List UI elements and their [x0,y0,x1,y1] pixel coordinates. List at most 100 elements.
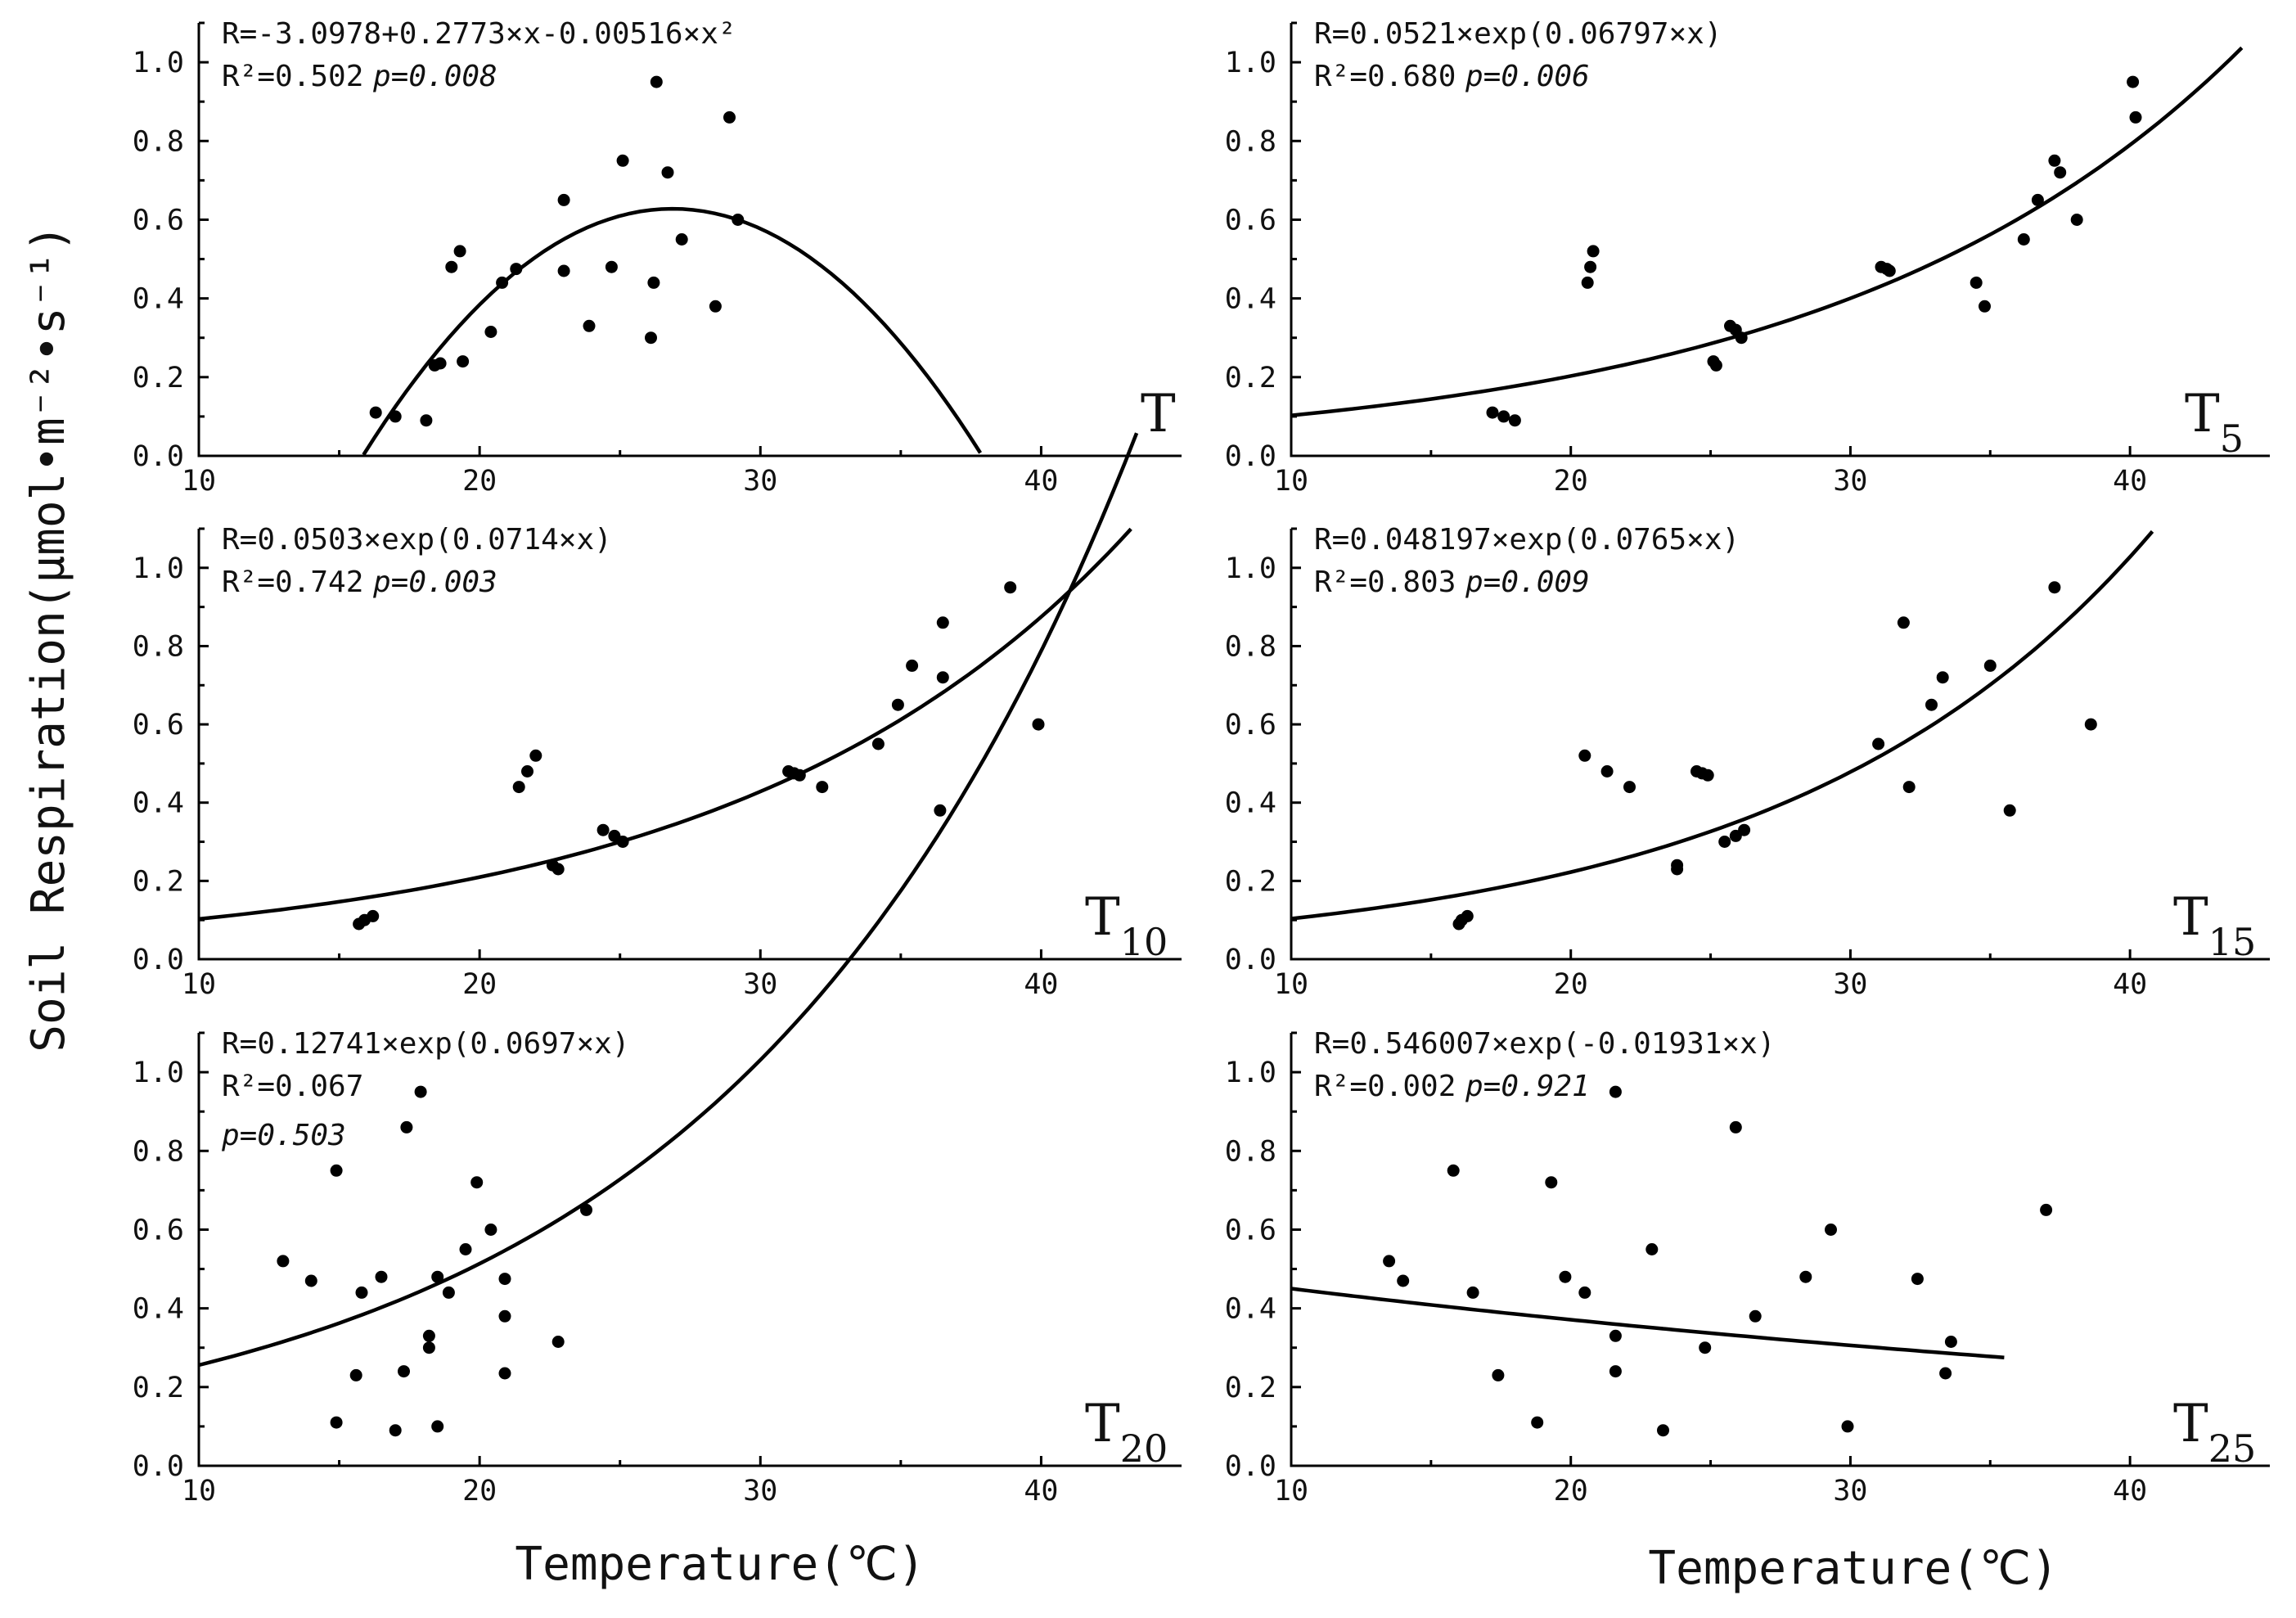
x-tick-label: 10 [1274,968,1308,1001]
data-point [647,276,660,289]
y-tick-label: 0.2 [133,865,184,898]
y-tick-label: 0.8 [133,125,184,158]
fit-curve [198,432,1139,1368]
p-value-label: p=0.921 [1465,1070,1590,1103]
data-point [1584,260,1597,273]
data-point [1735,331,1748,345]
x-tick-label: 10 [1274,465,1308,498]
data-point [1738,823,1751,836]
data-point [445,260,458,273]
panel-label-subscript: 5 [2220,417,2244,461]
x-tick-label: 20 [462,1475,497,1508]
data-point [1497,410,1510,423]
y-tick-label: 0.8 [1225,1135,1276,1168]
data-point [1825,1224,1837,1236]
data-point [597,823,610,836]
y-tick-label: 0.8 [1225,125,1276,158]
data-point [375,1270,388,1283]
data-point [442,1286,455,1299]
data-point [557,193,570,206]
data-point [1645,1243,1659,1255]
data-point [1578,749,1591,762]
panel-1: 10 20 30 40 0.0 0.2 0.4 0.6 0.8 1.0 R=-3.0978+0.27… [133,17,1182,498]
data-point [420,414,433,427]
equation-label: R=0.0521×exp(0.06797×x) [1314,17,1722,51]
data-point [2070,214,2083,226]
x-tick-label: 20 [462,465,497,498]
y-tick-label: 0.6 [1225,204,1276,237]
x-tick-label: 30 [1833,1475,1867,1508]
fit-curve [1290,1287,2005,1359]
data-point [2040,1203,2053,1216]
data-point [496,276,509,289]
panel-label: T10 [1085,887,1168,964]
data-point [422,1329,435,1342]
data-point [498,1309,511,1323]
data-point [551,863,565,876]
data-point [2129,110,2142,124]
data-point [484,1224,497,1236]
data-point [1911,1273,1924,1286]
r2-label: R²=0.742 [222,566,363,599]
x-tick-label: 30 [743,968,777,1001]
data-point [1939,1367,1952,1380]
y-tick-label: 0.6 [133,1214,184,1246]
x-tick-label: 40 [2113,465,2147,498]
data-point [793,768,806,782]
panel-2: 10 20 30 40 0.0 0.2 0.4 0.6 0.8 1.0 R=0.0521×exp(0… [1225,17,2270,498]
data-point [1508,414,1521,427]
data-point [1749,1309,1762,1323]
data-point [645,331,657,345]
y-tick-label: 0.0 [1225,440,1276,473]
x-tick-label: 40 [1024,465,1058,498]
data-point [583,319,596,332]
data-point [414,1085,427,1098]
data-point [936,616,949,629]
panel-label-subscript: 15 [2208,920,2257,964]
r2-label: R²=0.002 [1314,1070,1456,1103]
fit-curve [362,206,982,456]
data-point [1699,1341,1712,1354]
panel-label: T15 [2173,887,2256,964]
p-value-label: p=0.009 [1465,566,1590,599]
data-point [1397,1274,1410,1287]
data-point [1545,1176,1558,1189]
data-point [1492,1368,1505,1381]
panel-label: T [1141,384,1176,444]
data-point [616,154,629,167]
x-tick-label: 30 [1833,465,1867,498]
data-point [1701,768,1714,782]
data-point [1609,1329,1622,1342]
data-point [1897,616,1910,629]
data-point [367,909,380,922]
y-tick-label: 0.0 [133,440,184,473]
data-point [470,1176,484,1189]
data-point [1944,1336,1957,1348]
data-point [1486,406,1499,419]
data-point [1936,671,1949,684]
x-tick-label: 10 [1274,1475,1308,1508]
data-point [330,1164,343,1177]
data-point [936,671,949,684]
x-tick-label: 40 [1024,1475,1058,1508]
data-point [2084,718,2097,731]
equation-label: R=0.12741×exp(0.0697×x) [222,1027,630,1061]
data-point [2054,166,2067,179]
r2-label: R²=0.680 [1314,60,1456,93]
data-point [661,166,674,179]
data-point [1609,1365,1622,1378]
data-point [1383,1255,1396,1268]
fit-curve [198,527,1132,922]
data-point [422,1341,435,1354]
y-tick-label: 0.4 [1225,283,1276,316]
data-point [906,659,919,672]
data-point [816,781,829,794]
x-tick-label: 30 [743,465,777,498]
y-tick-label: 0.2 [1225,1372,1276,1404]
y-tick-label: 1.0 [1225,47,1276,79]
equation-label: R=0.048197×exp(0.0765×x) [1314,523,1740,557]
data-point [1581,276,1594,289]
data-point [434,357,447,370]
data-point [398,1365,410,1378]
